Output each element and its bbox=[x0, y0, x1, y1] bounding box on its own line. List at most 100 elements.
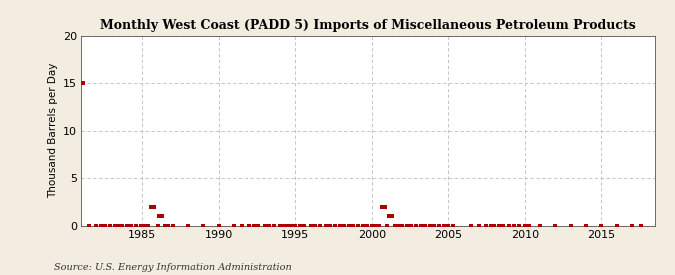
Point bbox=[275, 223, 286, 228]
Title: Monthly West Coast (PADD 5) Imports of Miscellaneous Petroleum Products: Monthly West Coast (PADD 5) Imports of M… bbox=[100, 19, 636, 32]
Point bbox=[481, 223, 492, 228]
Point bbox=[198, 223, 209, 228]
Point bbox=[519, 223, 530, 228]
Point bbox=[183, 223, 194, 228]
Point bbox=[473, 223, 484, 228]
Point bbox=[443, 223, 454, 228]
Point bbox=[152, 223, 163, 228]
Point bbox=[100, 223, 111, 228]
Point bbox=[362, 223, 373, 228]
Point bbox=[244, 223, 254, 228]
Point bbox=[374, 223, 385, 228]
Point bbox=[321, 223, 331, 228]
Point bbox=[287, 223, 298, 228]
Point bbox=[294, 223, 305, 228]
Point bbox=[433, 223, 444, 228]
Point bbox=[448, 223, 458, 228]
Point bbox=[580, 223, 591, 228]
Point bbox=[253, 223, 264, 228]
Point bbox=[334, 223, 345, 228]
Point bbox=[310, 223, 321, 228]
Point bbox=[131, 223, 142, 228]
Point bbox=[83, 223, 94, 228]
Point bbox=[381, 223, 392, 228]
Point bbox=[91, 223, 102, 228]
Point bbox=[105, 223, 115, 228]
Point bbox=[77, 81, 88, 85]
Point bbox=[379, 204, 390, 209]
Point bbox=[535, 223, 545, 228]
Point bbox=[279, 223, 290, 228]
Point bbox=[348, 223, 358, 228]
Point bbox=[112, 223, 123, 228]
Point bbox=[143, 223, 154, 228]
Point bbox=[438, 223, 449, 228]
Point bbox=[213, 223, 224, 228]
Point bbox=[357, 223, 368, 228]
Point bbox=[402, 223, 412, 228]
Point bbox=[264, 223, 275, 228]
Point bbox=[626, 223, 637, 228]
Point bbox=[352, 223, 363, 228]
Point bbox=[305, 223, 316, 228]
Point bbox=[489, 223, 500, 228]
Point bbox=[493, 223, 504, 228]
Point bbox=[367, 223, 377, 228]
Point bbox=[485, 223, 496, 228]
Point bbox=[396, 223, 406, 228]
Point bbox=[229, 223, 240, 228]
Point bbox=[122, 223, 132, 228]
Point bbox=[415, 223, 426, 228]
Point bbox=[596, 223, 607, 228]
Point bbox=[406, 223, 417, 228]
Point bbox=[376, 204, 387, 209]
Point bbox=[329, 223, 340, 228]
Point bbox=[466, 223, 477, 228]
Point bbox=[392, 223, 403, 228]
Point bbox=[146, 204, 157, 209]
Point bbox=[524, 223, 535, 228]
Point bbox=[508, 223, 519, 228]
Point bbox=[397, 223, 408, 228]
Point bbox=[154, 214, 165, 218]
Point bbox=[565, 223, 576, 228]
Point bbox=[410, 223, 421, 228]
Point bbox=[163, 223, 173, 228]
Point bbox=[135, 223, 146, 228]
Point bbox=[149, 204, 160, 209]
Point bbox=[636, 223, 647, 228]
Point bbox=[371, 223, 381, 228]
Point bbox=[248, 223, 259, 228]
Point bbox=[315, 223, 325, 228]
Point bbox=[550, 223, 561, 228]
Point bbox=[386, 214, 397, 218]
Point bbox=[383, 214, 394, 218]
Point bbox=[420, 223, 431, 228]
Point bbox=[339, 223, 350, 228]
Point bbox=[325, 223, 335, 228]
Point bbox=[140, 223, 151, 228]
Point bbox=[138, 223, 149, 228]
Point bbox=[425, 223, 435, 228]
Point bbox=[498, 223, 509, 228]
Point bbox=[167, 223, 178, 228]
Point bbox=[95, 223, 106, 228]
Point bbox=[236, 223, 247, 228]
Point bbox=[282, 223, 293, 228]
Point bbox=[504, 223, 515, 228]
Point bbox=[160, 223, 171, 228]
Point bbox=[269, 223, 279, 228]
Point bbox=[259, 223, 270, 228]
Point bbox=[513, 223, 524, 228]
Point bbox=[344, 223, 354, 228]
Y-axis label: Thousand Barrels per Day: Thousand Barrels per Day bbox=[49, 63, 59, 198]
Point bbox=[117, 223, 128, 228]
Point bbox=[611, 223, 622, 228]
Point bbox=[157, 214, 167, 218]
Point bbox=[290, 223, 300, 228]
Point bbox=[429, 223, 440, 228]
Point bbox=[389, 223, 400, 228]
Point bbox=[126, 223, 137, 228]
Point bbox=[109, 223, 120, 228]
Text: Source: U.S. Energy Information Administration: Source: U.S. Energy Information Administ… bbox=[54, 263, 292, 272]
